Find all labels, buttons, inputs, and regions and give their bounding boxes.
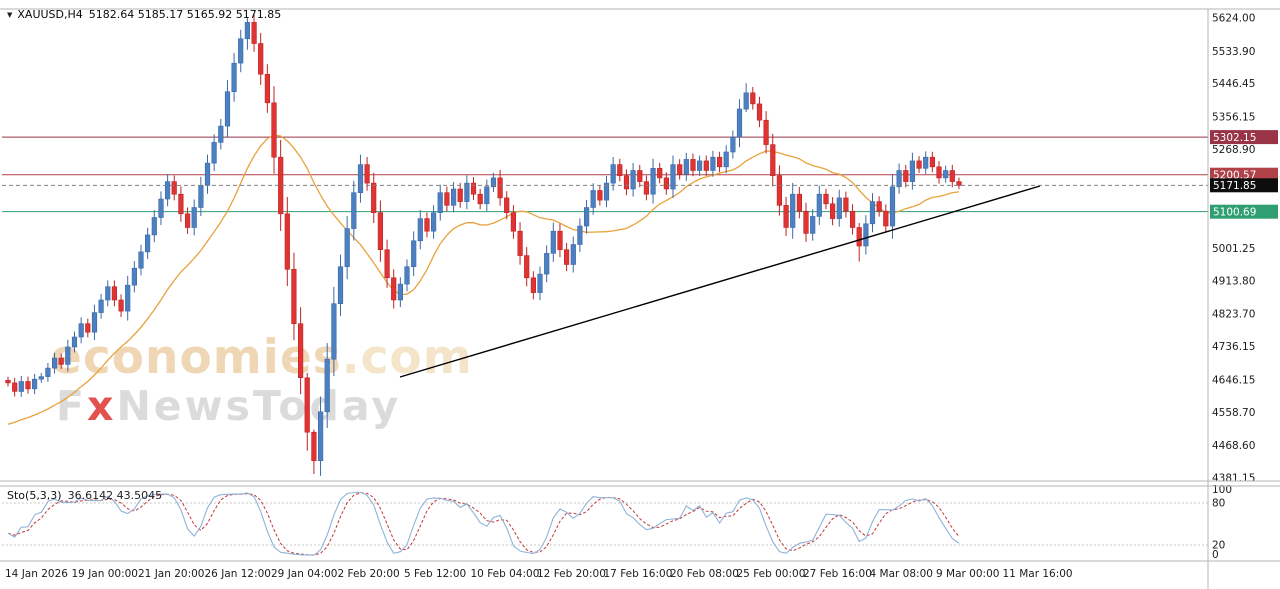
svg-text:4736.15: 4736.15 xyxy=(1212,341,1255,353)
svg-text:4381.15: 4381.15 xyxy=(1212,473,1255,485)
svg-text:25 Feb 00:00: 25 Feb 00:00 xyxy=(737,568,806,580)
svg-text:5624.00: 5624.00 xyxy=(1212,13,1255,25)
price-axis-labels: 5624.00 5533.90 5446.45 5356.15 5268.90 5001.… xyxy=(1212,13,1255,485)
indicator-values: 36.6142 43.5045 xyxy=(67,489,163,502)
chart-header: ▼ XAUUSD,H4 5182.64 5185.17 5165.92 5171.8… xyxy=(7,8,281,21)
svg-text:2 Feb 20:00: 2 Feb 20:00 xyxy=(338,568,400,580)
svg-text:20 Feb 08:00: 20 Feb 08:00 xyxy=(670,568,739,580)
watermark-domain: .com xyxy=(341,330,473,385)
svg-text:5171.85: 5171.85 xyxy=(1213,180,1256,192)
ma-line[interactable] xyxy=(7,134,960,425)
svg-text:5446.45: 5446.45 xyxy=(1212,78,1255,90)
svg-text:4468.60: 4468.60 xyxy=(1212,440,1255,452)
svg-text:5533.90: 5533.90 xyxy=(1212,46,1255,58)
chart-symbol-period: XAUUSD,H4 xyxy=(17,8,83,21)
svg-text:5100.69: 5100.69 xyxy=(1213,206,1256,218)
svg-text:12 Feb 20:00: 12 Feb 20:00 xyxy=(537,568,606,580)
chart-ohlc-values: 5182.64 5185.17 5165.92 5171.85 xyxy=(88,8,282,21)
watermark-x: x xyxy=(87,382,117,430)
svg-text:4 Mar 08:00: 4 Mar 08:00 xyxy=(870,568,933,580)
svg-text:4913.80: 4913.80 xyxy=(1212,275,1255,287)
svg-text:21 Jan 20:00: 21 Jan 20:00 xyxy=(138,568,204,580)
candles-layer xyxy=(5,14,962,476)
svg-text:17 Feb 16:00: 17 Feb 16:00 xyxy=(604,568,673,580)
watermark-tagline: FxNewsToday xyxy=(56,382,402,430)
indicator-label: Sto(5,3,3) 36.6142 43.5045 xyxy=(7,489,162,502)
stochastic-lines xyxy=(7,491,960,556)
svg-text:5268.90: 5268.90 xyxy=(1212,144,1255,156)
svg-text:11 Mar 16:00: 11 Mar 16:00 xyxy=(1003,568,1073,580)
svg-text:27 Feb 16:00: 27 Feb 16:00 xyxy=(803,568,872,580)
svg-text:14 Jan 2026: 14 Jan 2026 xyxy=(5,568,68,580)
svg-text:4646.15: 4646.15 xyxy=(1212,374,1255,386)
svg-text:5302.15: 5302.15 xyxy=(1213,132,1256,144)
svg-text:5356.15: 5356.15 xyxy=(1212,112,1255,124)
svg-text:5001.25: 5001.25 xyxy=(1212,243,1255,255)
watermark-logo: economies.com xyxy=(50,330,473,385)
chart-dropdown-icon[interactable]: ▼ xyxy=(7,11,13,19)
time-axis-labels: 14 Jan 2026 19 Jan 00:00 21 Jan 20:00 26 Ja… xyxy=(5,568,1073,580)
svg-text:80: 80 xyxy=(1212,498,1225,510)
watermark-brand: economies xyxy=(50,330,342,385)
trendline[interactable] xyxy=(399,185,1041,378)
svg-text:5 Feb 12:00: 5 Feb 12:00 xyxy=(404,568,466,580)
svg-text:4558.70: 4558.70 xyxy=(1212,407,1255,419)
svg-text:26 Jan 12:00: 26 Jan 12:00 xyxy=(205,568,271,580)
svg-text:100: 100 xyxy=(1212,484,1232,496)
svg-text:0: 0 xyxy=(1212,549,1219,561)
svg-text:19 Jan 00:00: 19 Jan 00:00 xyxy=(72,568,138,580)
stoch-level-labels: 100 80 200 xyxy=(1212,484,1232,561)
indicator-name: Sto(5,3,3) xyxy=(7,489,62,502)
svg-text:10 Feb 04:00: 10 Feb 04:00 xyxy=(471,568,540,580)
svg-text:9 Mar 00:00: 9 Mar 00:00 xyxy=(936,568,999,580)
panel-borders xyxy=(0,8,1280,589)
svg-text:20: 20 xyxy=(1212,540,1225,552)
svg-text:29 Jan 04:00: 29 Jan 04:00 xyxy=(271,568,337,580)
svg-text:4823.70: 4823.70 xyxy=(1212,309,1255,321)
horizontal-lines[interactable] xyxy=(2,136,1208,213)
stoch-level-lines xyxy=(2,502,1208,546)
